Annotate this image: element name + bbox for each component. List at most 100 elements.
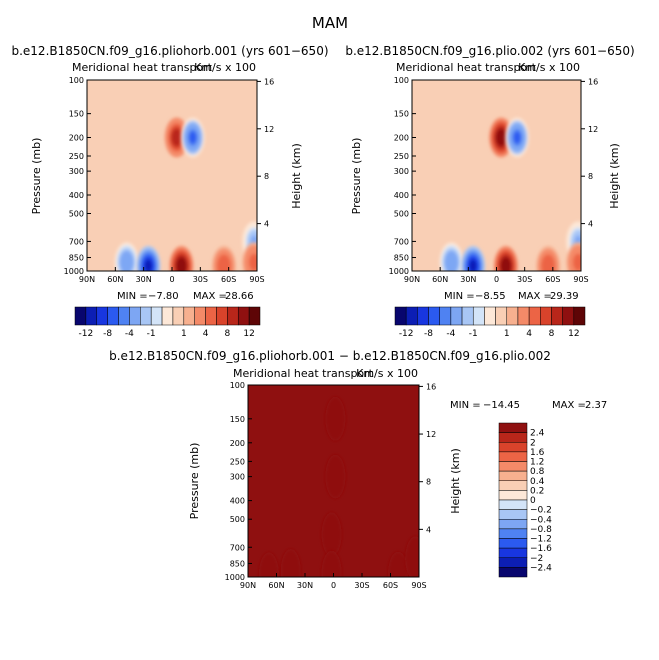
x-tick-label: 60S xyxy=(221,275,236,284)
x-tick-label: 60S xyxy=(383,581,398,590)
panel-plio: b.e12.B1850CN.f09_g16.plio.002 (yrs 601−… xyxy=(345,44,634,339)
y-tick-label: 100 xyxy=(230,381,245,390)
colorbar-swatch xyxy=(394,306,407,326)
field-feature xyxy=(169,245,194,271)
panel-difference: b.e12.B1850CN.f09_g16.pliohorb.001 − b.e… xyxy=(109,349,607,590)
y-tick-label: 1000 xyxy=(64,267,84,276)
colorbar-swatch xyxy=(107,306,119,326)
field-feature xyxy=(439,242,464,271)
x-tick-label: 0 xyxy=(494,275,499,284)
colorbar-swatch xyxy=(573,306,586,326)
colorbar-swatch xyxy=(498,451,528,462)
y-right-tick-label: 8 xyxy=(264,172,269,181)
max-value: 29.39 xyxy=(550,291,579,302)
colorbar-swatch xyxy=(428,306,440,326)
field-background xyxy=(412,80,581,271)
max-value: 2.37 xyxy=(585,400,607,411)
colorbar-swatch xyxy=(498,461,528,472)
max-value: 28.66 xyxy=(225,291,254,302)
y-right-tick-label: 16 xyxy=(588,77,598,86)
colorbar-tick-label: 0.4 xyxy=(530,477,545,487)
colorbar-tick-label: −1.6 xyxy=(530,544,552,554)
colorbar-swatch xyxy=(472,306,485,326)
field-feature xyxy=(136,245,161,271)
colorbar-tick-label: 4 xyxy=(526,329,532,339)
x-tick-label: 30S xyxy=(517,275,532,284)
colorbar-tick-label: −0.4 xyxy=(530,515,552,525)
min-label: MIN = xyxy=(444,291,475,302)
colorbar-swatch xyxy=(216,306,228,326)
x-tick-label: 30N xyxy=(460,275,476,284)
x-tick-label: 30S xyxy=(354,581,369,590)
colorbar-swatch xyxy=(129,306,141,326)
y-tick-label: 400 xyxy=(69,191,84,200)
min-value: −14.45 xyxy=(483,400,520,411)
colorbar-tick-label: 8 xyxy=(224,329,230,339)
x-tick-label: 0 xyxy=(331,581,336,590)
x-tick-label: 90S xyxy=(573,275,588,284)
contour-field xyxy=(412,80,581,271)
colorbar-tick-label: −2 xyxy=(530,554,543,564)
x-tick-label: 0 xyxy=(169,275,174,284)
min-label: MIN = xyxy=(117,291,148,302)
colorbar-tick-label: -8 xyxy=(424,329,433,339)
y-axis-right-label: Height (km) xyxy=(608,143,621,209)
colorbar-swatch xyxy=(74,306,87,326)
field-feature xyxy=(321,550,342,577)
panel-subtitle-right: Km/s x 100 xyxy=(356,367,418,380)
colorbar-swatch xyxy=(96,306,108,326)
colorbar-swatch xyxy=(498,470,528,481)
panel-title: b.e12.B1850CN.f09_g16.plio.002 (yrs 601−… xyxy=(345,44,634,58)
colorbar-tick-label: -8 xyxy=(103,329,112,339)
colorbar-tick-label: 12 xyxy=(243,329,254,339)
y-tick-label: 1000 xyxy=(225,573,245,582)
y-tick-label: 500 xyxy=(394,210,409,219)
y-right-tick-label: 12 xyxy=(426,430,436,439)
colorbar: 2.421.61.20.80.40.20−0.2−0.4−0.8−1.2−1.6… xyxy=(498,422,552,578)
y-axis-label: Pressure (mb) xyxy=(188,443,201,520)
y-right-tick-label: 12 xyxy=(264,125,274,134)
colorbar-swatch xyxy=(450,306,463,326)
colorbar-tick-label: -1 xyxy=(469,329,478,339)
colorbar: -12 -8 -4 -1 1 4 8 12 xyxy=(394,306,586,339)
panel-subtitle-right: Km/s x 100 xyxy=(518,61,580,74)
colorbar-tick-label: −1.2 xyxy=(530,535,552,545)
colorbar: -12 -8 -4 -1 1 4 8 12 xyxy=(74,306,261,339)
min-label: MIN = xyxy=(450,400,481,411)
colorbar-swatch xyxy=(562,306,575,326)
colorbar-swatch xyxy=(461,306,474,326)
colorbar-tick-label: -1 xyxy=(147,329,156,339)
y-tick-label: 850 xyxy=(394,254,409,263)
colorbar-tick-label: 1 xyxy=(181,329,187,339)
colorbar-swatch xyxy=(498,422,528,433)
colorbar-swatch xyxy=(506,306,519,326)
y-tick-label: 150 xyxy=(230,415,245,424)
y-tick-label: 850 xyxy=(230,559,245,568)
colorbar-tick-label: 12 xyxy=(568,329,579,339)
colorbar-swatch xyxy=(528,306,541,326)
y-tick-label: 100 xyxy=(394,76,409,85)
colorbar-swatch xyxy=(551,306,563,326)
colorbar-swatch xyxy=(498,442,528,453)
x-tick-label: 90N xyxy=(240,581,256,590)
x-tick-label: 60N xyxy=(432,275,448,284)
y-tick-label: 200 xyxy=(69,133,84,142)
max-label: MAX = xyxy=(552,400,586,411)
colorbar-swatch xyxy=(498,557,528,568)
colorbar-swatch xyxy=(498,499,528,510)
colorbar-tick-label: 2 xyxy=(530,438,536,448)
field-feature xyxy=(242,242,257,271)
y-tick-label: 400 xyxy=(394,191,409,200)
colorbar-tick-label: 1.6 xyxy=(530,448,545,458)
y-right-tick-label: 16 xyxy=(426,382,436,391)
colorbar-swatch xyxy=(405,306,418,326)
y-axis-label: Pressure (mb) xyxy=(30,138,43,215)
x-tick-label: 90N xyxy=(79,275,95,284)
panel-title: b.e12.B1850CN.f09_g16.pliohorb.001 (yrs … xyxy=(11,44,328,58)
y-right-tick-label: 4 xyxy=(588,220,593,229)
colorbar-swatch xyxy=(140,306,152,326)
y-right-tick-label: 4 xyxy=(426,525,431,534)
colorbar-swatch xyxy=(498,480,528,491)
field-feature xyxy=(505,117,530,158)
